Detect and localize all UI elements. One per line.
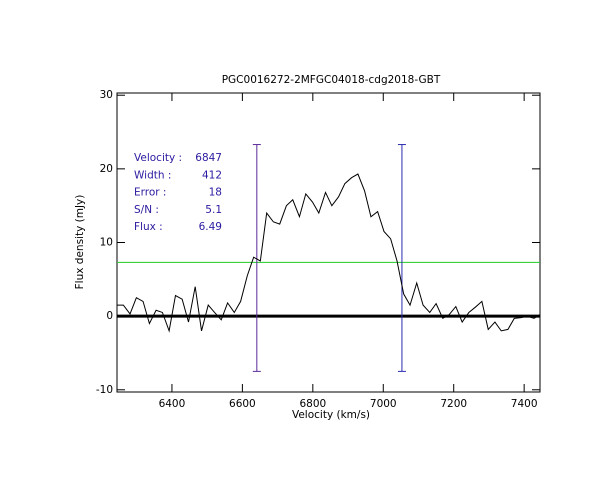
- x-tick-label: 6400: [159, 398, 186, 410]
- x-tick-label: 6600: [229, 398, 256, 410]
- y-tick-label: 10: [100, 237, 113, 249]
- annotation-value: 6847: [195, 152, 222, 164]
- annotation-value: 18: [209, 187, 222, 199]
- x-tick-label: 7200: [440, 398, 467, 410]
- annotation-value: 6.49: [199, 221, 222, 233]
- chart-title: PGC0016272-2MFGC04018-cdg2018-GBT: [222, 74, 441, 86]
- y-tick-label: 0: [106, 310, 113, 322]
- y-tick-label: 30: [100, 89, 113, 101]
- x-tick-label: 7400: [511, 398, 538, 410]
- x-axis-label: Velocity (km/s): [292, 409, 370, 421]
- x-tick-label: 6800: [299, 398, 326, 410]
- annotation-label: Width :: [134, 169, 171, 181]
- y-tick-label: 20: [100, 163, 113, 175]
- y-tick-label: -10: [96, 384, 113, 396]
- spectrum-line: [117, 173, 541, 333]
- x-tick-label: 7000: [370, 398, 397, 410]
- annotation-value: 412: [202, 169, 222, 181]
- annotation-label: Error :: [134, 187, 166, 199]
- annotation-label: Velocity :: [134, 152, 182, 164]
- annotation-value: 5.1: [205, 204, 222, 216]
- annotation-label: Flux :: [134, 221, 163, 233]
- annotation-label: S/N :: [134, 204, 159, 216]
- y-axis-label: Flux density (mJy): [74, 195, 86, 290]
